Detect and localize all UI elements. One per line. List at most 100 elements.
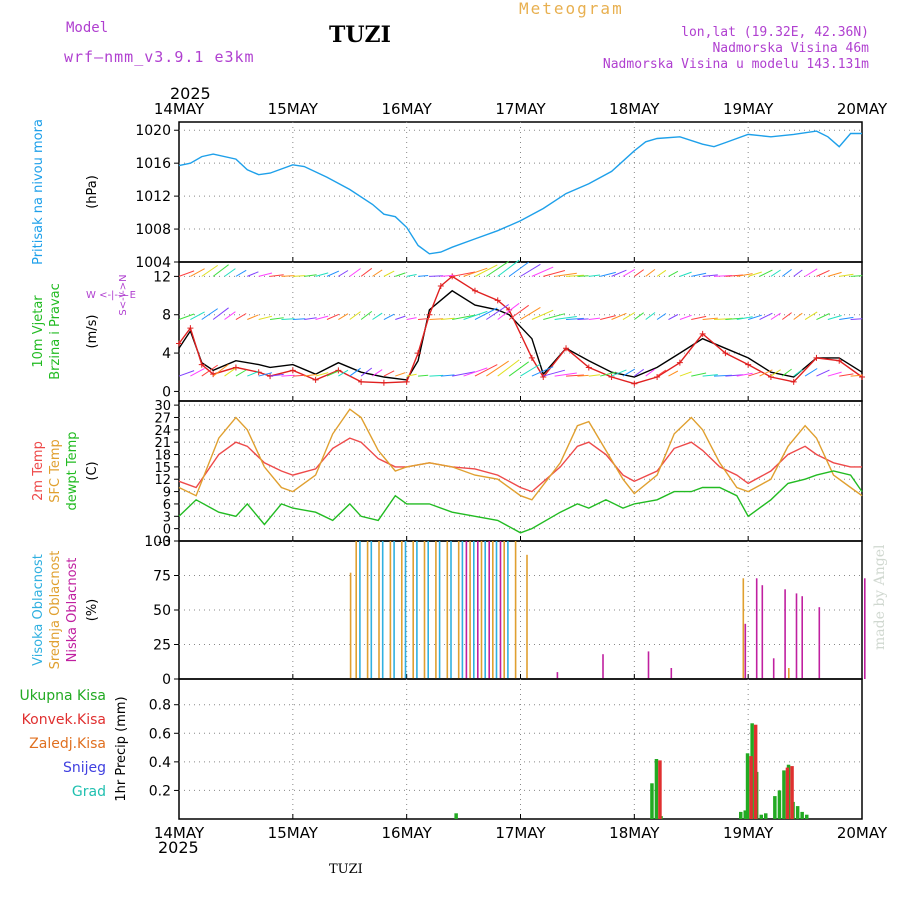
bar-clouds-2 xyxy=(488,541,490,679)
wind-arrow xyxy=(440,317,455,321)
wind-arrow xyxy=(452,314,476,321)
bar-clouds-1 xyxy=(514,541,517,679)
wind-arrow xyxy=(326,270,340,277)
bar-precip-0 xyxy=(650,783,654,819)
wind-arrow xyxy=(622,312,636,320)
bar-clouds-0 xyxy=(507,541,509,679)
wind-arrow xyxy=(360,267,373,277)
wind-arrow xyxy=(748,271,762,277)
wind-arrow xyxy=(224,311,236,320)
bar-clouds-0 xyxy=(427,541,429,679)
wind-arrow xyxy=(338,313,349,320)
y-tick-label: 50 xyxy=(153,603,171,619)
y-tick-label: 100 xyxy=(144,534,171,550)
wind-arrow xyxy=(486,260,509,277)
wind-arrow xyxy=(418,374,429,377)
wind-arrow xyxy=(531,266,554,277)
wind-arrow xyxy=(622,368,636,377)
bar-clouds-0 xyxy=(473,541,475,679)
year-top: 2025 xyxy=(170,84,211,103)
wind-arrow xyxy=(588,374,601,377)
bar-clouds-1 xyxy=(378,541,380,679)
wind-arrow xyxy=(588,274,601,277)
bar-clouds-1 xyxy=(389,541,392,679)
y-tick-label: 27 xyxy=(154,411,171,426)
wind-arrow xyxy=(360,311,373,320)
gust-marker xyxy=(232,364,239,371)
gust-marker xyxy=(289,367,296,374)
wind-arrow xyxy=(645,368,656,377)
wind-arrow xyxy=(212,307,229,320)
gust-marker xyxy=(187,325,194,332)
bar-clouds-1 xyxy=(503,541,505,679)
wind-arrow xyxy=(645,269,656,277)
bar-clouds-1 xyxy=(469,541,471,679)
bar-precip-0 xyxy=(800,811,804,819)
wind-arrow xyxy=(679,314,692,320)
gust-marker xyxy=(745,361,752,368)
x-label-top-3: 17MAY xyxy=(495,100,546,118)
bar-precip-0 xyxy=(745,753,750,819)
gust-marker xyxy=(312,376,319,383)
wind-arrow xyxy=(235,369,247,377)
wind-arrow xyxy=(212,364,229,377)
wind-arrow xyxy=(520,306,541,320)
bar-clouds-0 xyxy=(495,541,498,679)
wind-arrow xyxy=(247,271,259,277)
x-label-bottom-5: 19MAY xyxy=(723,824,774,842)
wind-arrow xyxy=(770,312,781,320)
wind-arrow xyxy=(691,272,707,277)
wind-arrow xyxy=(178,313,195,320)
wind-arrow xyxy=(474,264,498,277)
wind-arrow xyxy=(679,271,692,277)
wind-arrow xyxy=(212,264,229,277)
y-tick-label: 30 xyxy=(154,399,171,414)
bar-clouds-2 xyxy=(556,672,559,679)
year-bottom: 2025 xyxy=(158,838,199,857)
wind-arrow xyxy=(315,372,329,377)
bar-precip-0 xyxy=(654,759,659,819)
bar-clouds-2 xyxy=(784,589,786,679)
wind-arrow xyxy=(725,274,744,277)
model-elevation-info: Nadmorska Visina u modelu 143.131m xyxy=(602,57,869,72)
y-tick-label: 0 xyxy=(162,384,171,400)
y-tick-label: 0 xyxy=(162,672,171,688)
wind-arrow xyxy=(679,371,692,377)
wind-arrow xyxy=(622,268,636,277)
y-tick-label: 0 xyxy=(163,523,171,538)
gust-marker xyxy=(836,357,843,364)
wind-arrow xyxy=(531,309,554,320)
y-tick-label: 25 xyxy=(153,638,171,654)
wind-arrow xyxy=(395,272,406,277)
y-tick-label: 0.2 xyxy=(149,783,171,799)
bar-precip-1 xyxy=(749,756,753,819)
bar-precip-1 xyxy=(785,767,790,819)
y-tick-label: 1020 xyxy=(135,123,171,139)
axis-label-temperature-2: dewpt Temp xyxy=(65,431,80,510)
wind-arrow xyxy=(326,313,340,320)
wind-arrow xyxy=(748,314,762,320)
bar-precip-0 xyxy=(454,813,458,819)
bar-clouds-1 xyxy=(355,541,357,679)
wind-arrow xyxy=(395,315,406,320)
y-tick-label: 0.4 xyxy=(149,755,171,771)
bar-clouds-0 xyxy=(359,541,361,679)
bar-clouds-1 xyxy=(435,541,437,679)
bar-clouds-2 xyxy=(477,541,479,679)
wind-arrow xyxy=(440,374,455,377)
wind-arrow xyxy=(611,369,627,377)
bar-precip-0 xyxy=(764,813,768,819)
gust-marker xyxy=(415,350,422,357)
gust-marker xyxy=(540,374,547,381)
wind-arrow xyxy=(600,315,616,321)
bar-clouds-2 xyxy=(818,607,821,679)
bar-clouds-1 xyxy=(457,541,460,679)
wind-arrow xyxy=(508,261,529,277)
series-line-wind-1 xyxy=(178,275,863,385)
compass-hint: W <-|-> E xyxy=(86,290,136,301)
bar-clouds-2 xyxy=(864,578,866,679)
bar-precip-1 xyxy=(790,766,794,819)
model-name: wrf—nmm_v3.9.1 e3km xyxy=(64,48,255,66)
x-label-top-0: 14MAY xyxy=(154,100,205,118)
wind-arrow xyxy=(463,310,488,320)
